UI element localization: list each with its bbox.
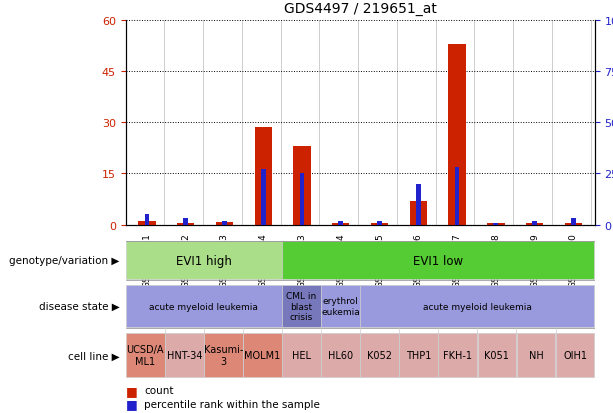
Bar <box>300 174 304 225</box>
Text: MOLM1: MOLM1 <box>245 351 281 361</box>
Text: EVI1 low: EVI1 low <box>413 254 463 267</box>
Text: CML in
blast
crisis: CML in blast crisis <box>286 292 317 321</box>
Text: acute myeloid leukemia: acute myeloid leukemia <box>150 302 258 311</box>
Text: NH: NH <box>528 351 543 361</box>
Bar <box>254 128 272 225</box>
Bar <box>478 334 516 377</box>
Text: count: count <box>144 385 173 395</box>
Text: ■: ■ <box>126 397 137 411</box>
Bar <box>126 285 282 328</box>
Title: GDS4497 / 219651_at: GDS4497 / 219651_at <box>284 2 436 15</box>
Text: HNT-34: HNT-34 <box>167 351 202 361</box>
Bar <box>455 168 459 225</box>
Bar <box>571 219 576 225</box>
Bar <box>438 334 477 377</box>
Text: HEL: HEL <box>292 351 311 361</box>
Bar <box>204 334 243 377</box>
Bar <box>222 221 227 225</box>
Bar <box>377 221 382 225</box>
Text: FKH-1: FKH-1 <box>443 351 473 361</box>
Bar <box>360 334 399 377</box>
Text: UCSD/A
ML1: UCSD/A ML1 <box>126 345 164 366</box>
Bar <box>517 334 555 377</box>
Bar <box>282 334 321 377</box>
Text: THP1: THP1 <box>406 351 432 361</box>
Text: percentile rank within the sample: percentile rank within the sample <box>144 399 320 409</box>
Bar <box>321 285 360 328</box>
Text: K051: K051 <box>484 351 509 361</box>
Text: Kasumi-
3: Kasumi- 3 <box>204 345 243 366</box>
Text: EVI1 high: EVI1 high <box>176 254 232 267</box>
Text: HL60: HL60 <box>328 351 353 361</box>
Text: erythrol
eukemia: erythrol eukemia <box>321 297 360 316</box>
Bar <box>493 223 498 225</box>
Bar <box>183 219 188 225</box>
Text: disease state ▶: disease state ▶ <box>39 301 120 311</box>
Text: cell line ▶: cell line ▶ <box>68 351 120 361</box>
Bar <box>282 242 595 280</box>
Bar <box>216 222 233 225</box>
Bar <box>556 334 595 377</box>
Text: genotype/variation ▶: genotype/variation ▶ <box>9 256 120 266</box>
Bar <box>293 147 311 225</box>
Bar <box>332 224 349 225</box>
Bar <box>165 334 204 377</box>
Bar <box>139 221 156 225</box>
Text: OIH1: OIH1 <box>563 351 587 361</box>
Bar <box>282 285 321 328</box>
Text: ■: ■ <box>126 384 137 397</box>
Bar <box>565 224 582 225</box>
Bar <box>532 221 537 225</box>
Bar <box>145 215 150 225</box>
Bar <box>177 224 194 225</box>
Bar <box>261 170 265 225</box>
Bar <box>243 334 282 377</box>
Bar <box>360 285 595 328</box>
Bar <box>126 242 282 280</box>
Bar <box>400 334 438 377</box>
Bar <box>526 224 543 225</box>
Bar <box>416 184 421 225</box>
Bar <box>409 201 427 225</box>
Bar <box>448 45 466 225</box>
Text: K052: K052 <box>367 351 392 361</box>
Bar <box>487 224 504 225</box>
Bar <box>126 334 164 377</box>
Bar <box>338 221 343 225</box>
Bar <box>371 224 388 225</box>
Bar <box>321 334 360 377</box>
Text: acute myeloid leukemia: acute myeloid leukemia <box>423 302 532 311</box>
